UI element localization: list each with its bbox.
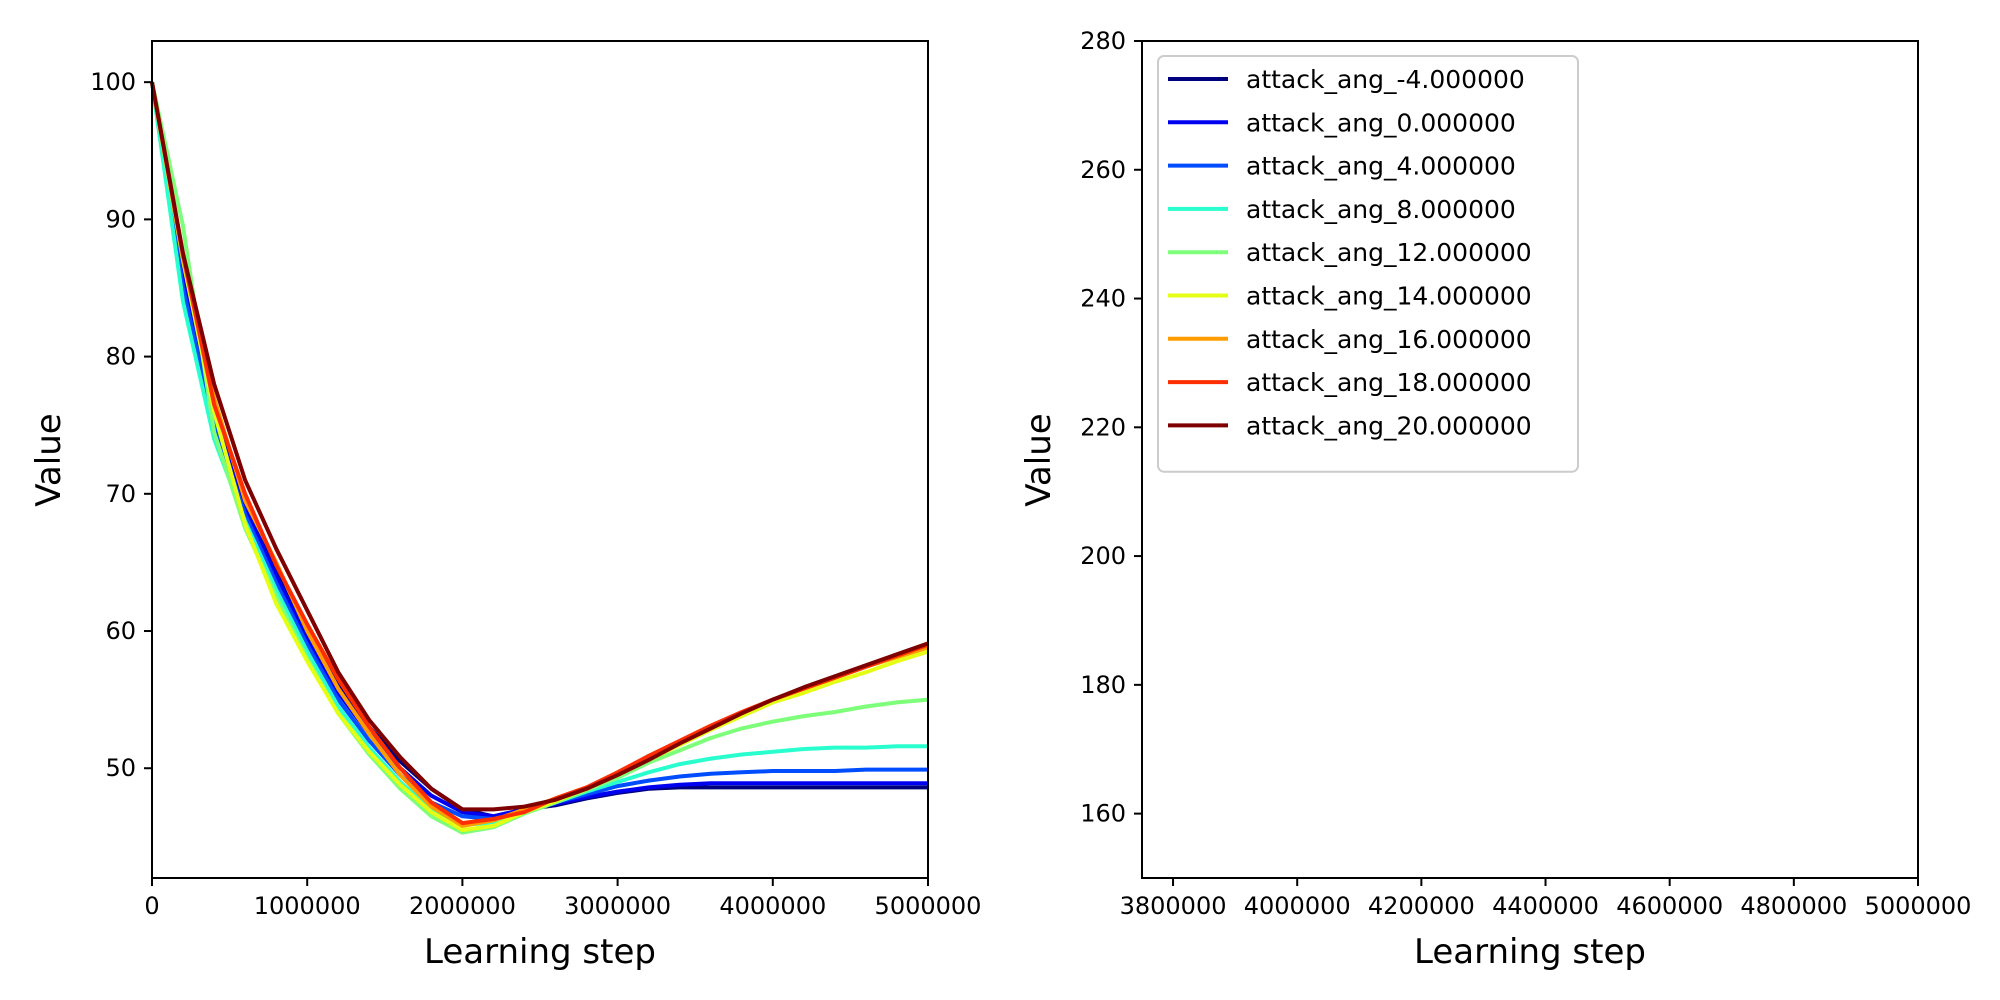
- left-y-axis-title: Value: [29, 413, 69, 506]
- left-x-tick-label: 3000000: [564, 892, 671, 920]
- legend-label: attack_ang_18.000000: [1246, 368, 1532, 397]
- right-x-tick-label: 4600000: [1616, 892, 1723, 920]
- right-chart: 3800000 4000000 4200000 4400000 4600000 48000…: [1019, 27, 1971, 972]
- left-x-axis-title: Learning step: [424, 932, 656, 972]
- legend-label: attack_ang_16.000000: [1246, 325, 1532, 354]
- series-line-4: [150, 81, 929, 835]
- left-x-tick-label: 0: [144, 892, 159, 920]
- legend: attack_ang_-4.000000 attack_ang_0.000000a…: [1157, 55, 1579, 473]
- right-x-axis-title: Learning step: [1414, 932, 1646, 972]
- right-x-axis: 3800000 4000000 4200000 4400000 4600000 48000…: [1120, 878, 1972, 920]
- series-line-8: [150, 81, 929, 812]
- right-x-tick-label: 4200000: [1368, 892, 1475, 920]
- legend-box: [1157, 55, 1579, 473]
- right-x-tick-label: 3800000: [1120, 892, 1227, 920]
- right-y-tick-label: 160: [1080, 800, 1126, 828]
- legend-label: attack_ang_14.000000: [1246, 282, 1532, 311]
- left-x-tick-label: 1000000: [254, 892, 361, 920]
- right-y-tick-label: 220: [1080, 413, 1126, 441]
- series-line-0: [150, 81, 928, 819]
- left-y-tick-label: 70: [105, 480, 136, 508]
- right-y-tick-label: 280: [1080, 27, 1126, 55]
- left-series-lines: [150, 81, 929, 835]
- legend-label: attack_ang_20.000000: [1246, 411, 1532, 440]
- legend-label: attack_ang_4.000000: [1246, 152, 1516, 181]
- left-x-axis: 0 1000000 2000000 3000000 4000000 5000000: [144, 878, 981, 920]
- right-x-tick-label: 4800000: [1740, 892, 1847, 920]
- left-y-tick-label: 80: [105, 343, 136, 371]
- left-y-tick-label: 90: [105, 205, 136, 233]
- left-y-axis: 50 60 70 80 90 100: [90, 68, 152, 782]
- left-y-tick-label: 100: [90, 68, 136, 96]
- legend-label: attack_ang_12.000000: [1246, 238, 1532, 267]
- left-y-tick-label: 50: [105, 754, 136, 782]
- series-line-2: [150, 81, 928, 821]
- series-line-5: [150, 81, 929, 832]
- left-x-tick-label: 2000000: [409, 892, 516, 920]
- series-line-1: [150, 81, 928, 819]
- right-y-axis: 160 180 200 220 240 260 280: [1080, 27, 1142, 828]
- right-y-axis-title: Value: [1019, 413, 1059, 506]
- legend-label: attack_ang_0.000000: [1246, 108, 1516, 137]
- right-x-tick-label: 4000000: [1244, 892, 1351, 920]
- series-line-7: [150, 81, 929, 826]
- legend-label: attack_ang_8.000000: [1246, 195, 1516, 224]
- legend-label: attack_ang_-4.000000: [1246, 65, 1525, 94]
- right-y-tick-label: 260: [1080, 156, 1126, 184]
- right-y-tick-label: 180: [1080, 671, 1126, 699]
- left-y-tick-label: 60: [105, 617, 136, 645]
- left-x-tick-label: 5000000: [875, 892, 982, 920]
- left-x-tick-label: 4000000: [719, 892, 826, 920]
- left-chart: 0 1000000 2000000 3000000 4000000 5000000 50 6…: [29, 40, 981, 972]
- left-plot-frame: [151, 40, 929, 879]
- right-y-tick-label: 200: [1080, 542, 1126, 570]
- right-y-tick-label: 240: [1080, 285, 1126, 313]
- right-plot-frame: [1141, 40, 1919, 879]
- right-x-tick-label: 5000000: [1865, 892, 1972, 920]
- right-x-tick-label: 4400000: [1492, 892, 1599, 920]
